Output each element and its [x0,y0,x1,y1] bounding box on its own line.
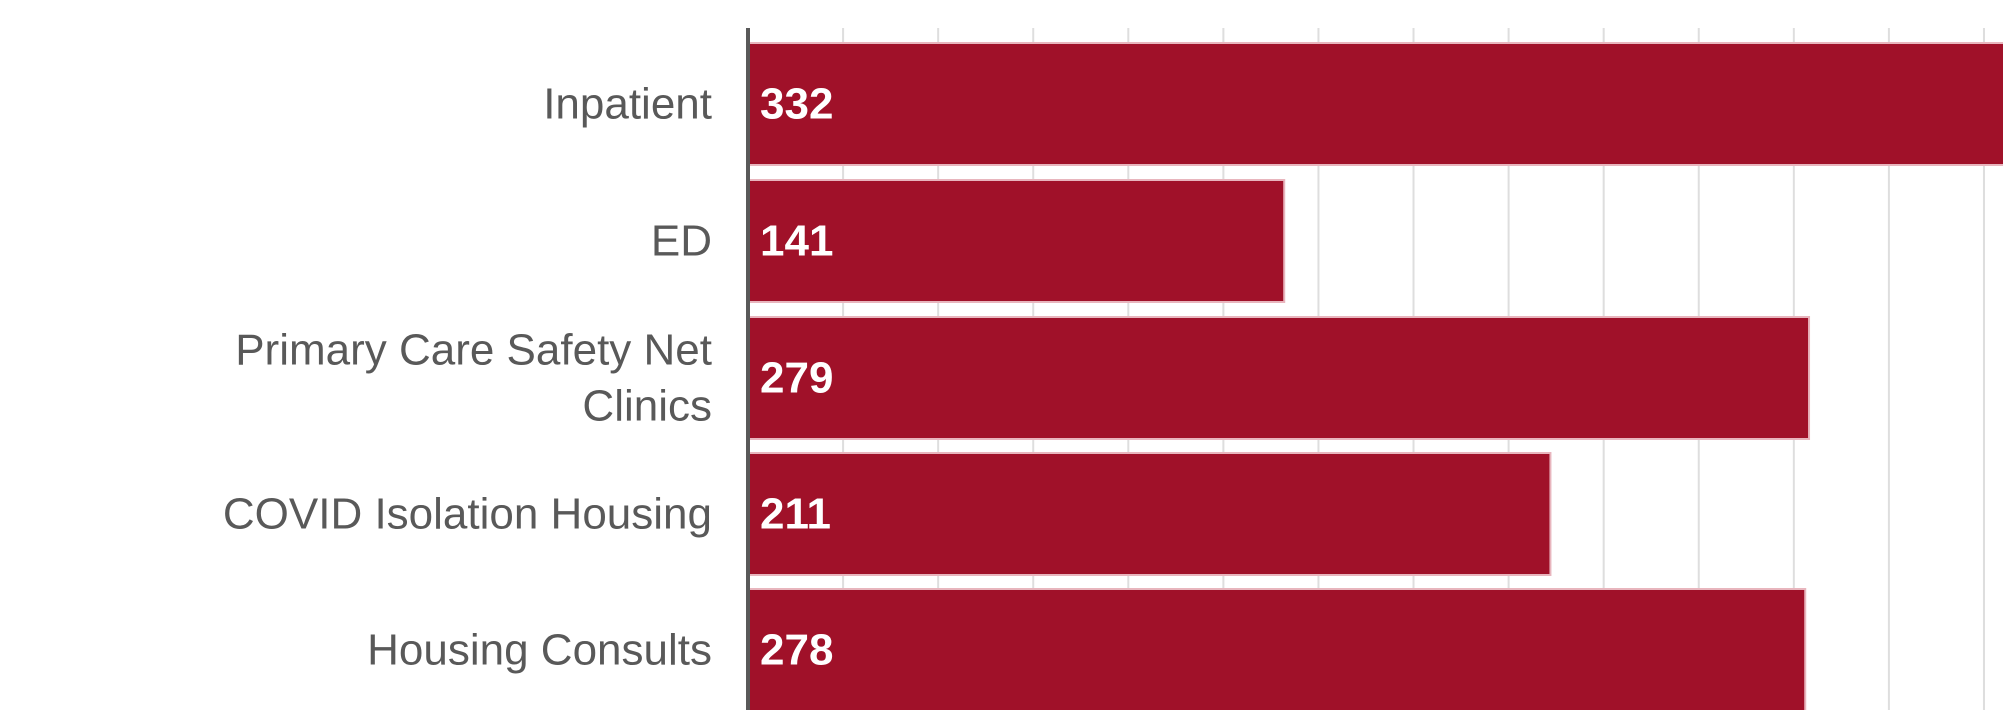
data-label: 332 [760,80,833,129]
category-label: Primary Care Safety Net Clinics [235,326,712,431]
data-label: 279 [760,354,833,403]
category-label-line: Primary Care Safety Net [235,326,712,375]
category-label-line: COVID Isolation Housing [223,490,712,539]
category-label: COVID Isolation Housing [223,490,712,539]
data-label: 278 [760,626,833,675]
data-label: 141 [760,217,833,266]
category-label: ED [651,217,712,266]
bar-1 [747,179,1286,303]
category-label-line: ED [651,217,712,266]
bars [747,42,2003,710]
bar-0 [747,42,2003,166]
category-label: Inpatient [543,80,712,129]
category-label-line: Housing Consults [367,626,712,675]
bar-4 [747,588,1807,710]
category-label-line: Inpatient [543,80,712,129]
data-label: 211 [760,490,831,539]
bar-3 [747,452,1552,576]
bar-2 [747,316,1811,440]
category-label-line: Clinics [582,382,712,431]
category-label: Housing Consults [367,626,712,675]
category-labels: Inpatient ED Primary Care Safety Net Clinic… [223,80,712,675]
data-labels: 332 141 279 211 278 [760,80,833,675]
